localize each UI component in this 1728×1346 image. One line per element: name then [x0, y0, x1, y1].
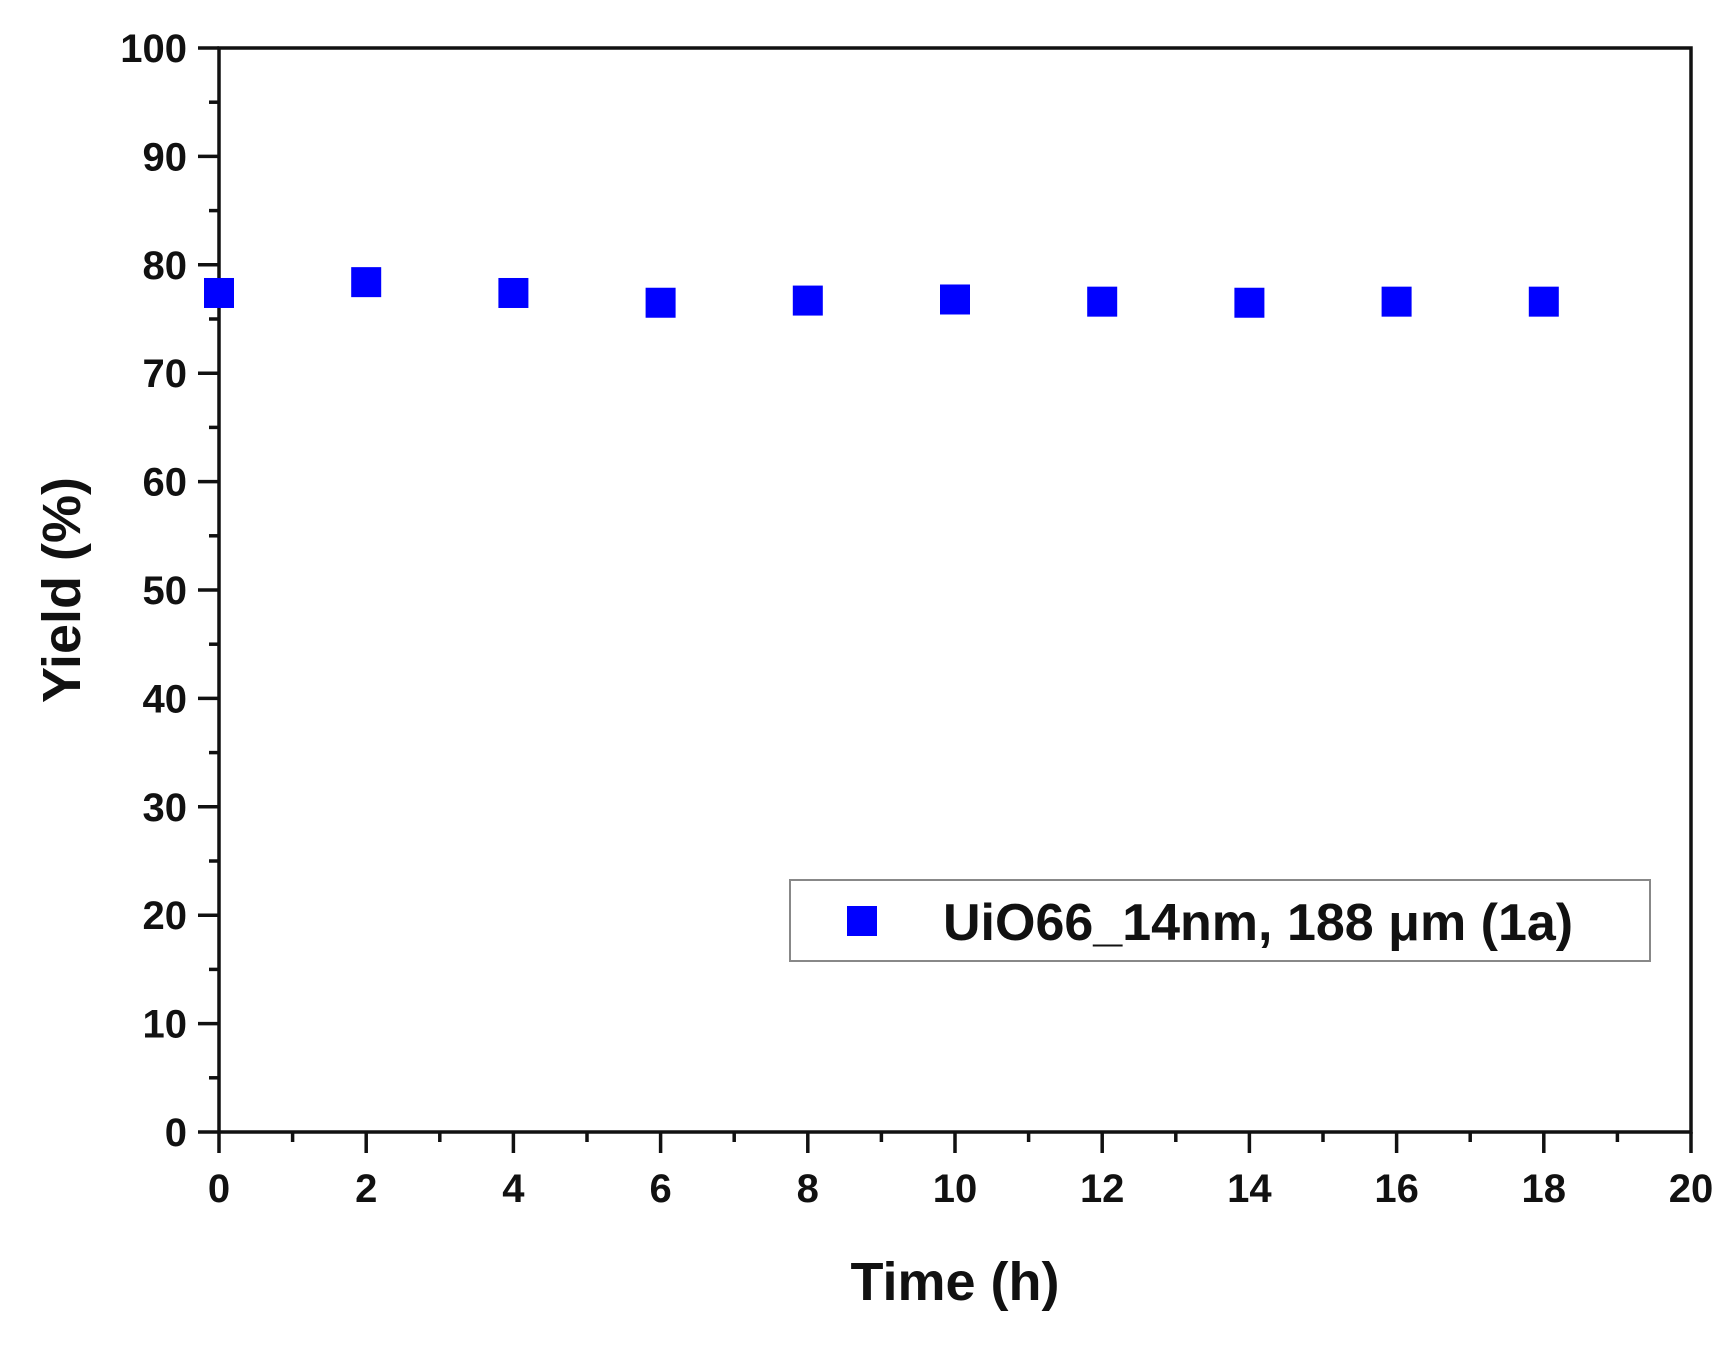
x-tick-label: 6	[649, 1167, 671, 1211]
y-tick-label: 20	[143, 894, 188, 938]
y-tick-label: 80	[143, 244, 188, 288]
x-tick-label: 2	[355, 1167, 377, 1211]
x-tick-label: 14	[1227, 1167, 1272, 1211]
legend-marker	[847, 906, 877, 936]
data-points	[204, 267, 1559, 318]
x-axis-ticks: 0 2 4 6 8 10 12 14 16 18 20	[208, 1132, 1713, 1211]
x-tick-label: 18	[1522, 1167, 1567, 1211]
y-axis-title: Yield (%)	[32, 477, 92, 703]
data-point	[498, 277, 529, 308]
data-point	[940, 284, 970, 315]
legend-box	[789, 879, 1651, 962]
data-point	[1528, 286, 1559, 317]
y-axis-ticks: 0 10 20 30 40 50 60 70 80 90 100	[120, 27, 219, 1155]
x-tick-label: 16	[1374, 1167, 1419, 1211]
y-tick-label: 60	[143, 461, 188, 505]
y-tick-label: 0	[165, 1111, 187, 1155]
x-tick-label: 4	[502, 1167, 525, 1211]
y-tick-label: 50	[143, 569, 188, 613]
x-axis-title: Time (h)	[850, 1252, 1059, 1312]
data-point	[792, 285, 823, 316]
y-tick-label: 70	[143, 352, 188, 396]
data-point	[1087, 286, 1118, 317]
y-tick-label: 40	[143, 677, 188, 721]
legend: UiO66_14nm, 188 μm (1a)	[789, 879, 1651, 962]
data-point	[351, 267, 382, 298]
legend-label: UiO66_14nm, 188 μm (1a)	[943, 894, 1573, 952]
data-point	[1234, 287, 1265, 318]
x-tick-label: 20	[1669, 1167, 1714, 1211]
plot-frame	[217, 46, 1693, 1134]
data-point	[645, 287, 676, 318]
x-tick-label: 8	[797, 1167, 819, 1211]
y-tick-label: 100	[120, 27, 187, 71]
x-tick-label: 0	[208, 1167, 230, 1211]
data-point	[204, 277, 234, 308]
x-tick-label: 12	[1080, 1167, 1125, 1211]
y-tick-label: 30	[143, 786, 188, 830]
y-tick-label: 10	[143, 1003, 188, 1047]
y-tick-label: 90	[143, 135, 188, 179]
x-tick-label: 10	[933, 1167, 978, 1211]
data-point	[1381, 286, 1412, 317]
